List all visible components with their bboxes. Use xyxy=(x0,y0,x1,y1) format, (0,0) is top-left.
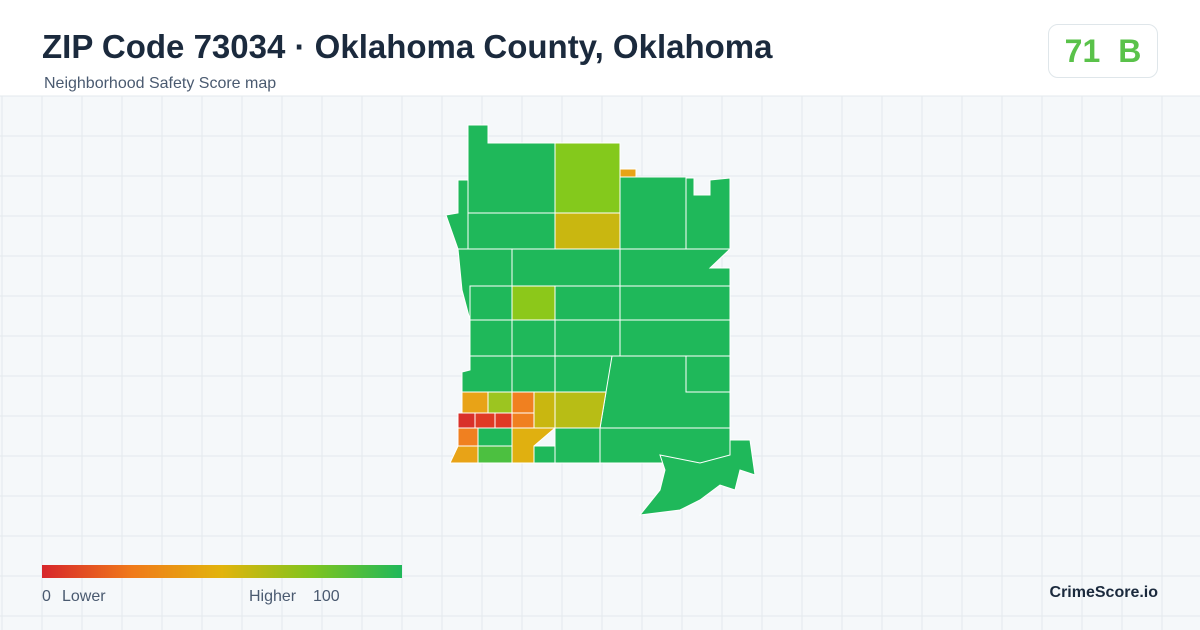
score-badge: 71 B xyxy=(1048,24,1158,78)
map xyxy=(445,124,756,516)
legend-max-label: Higher xyxy=(249,588,297,605)
legend-min: 0 xyxy=(42,588,51,605)
legend-gradient xyxy=(42,565,402,578)
subtitle: Neighborhood Safety Score map xyxy=(44,75,277,92)
score-grade: B xyxy=(1118,32,1142,69)
brand: CrimeScore.io xyxy=(1049,584,1158,601)
legend-max: 100 xyxy=(313,588,340,605)
title: ZIP Code 73034 · Oklahoma County, Oklaho… xyxy=(42,28,773,65)
legend-min-label: Lower xyxy=(62,588,106,605)
score-value: 71 xyxy=(1064,32,1101,69)
